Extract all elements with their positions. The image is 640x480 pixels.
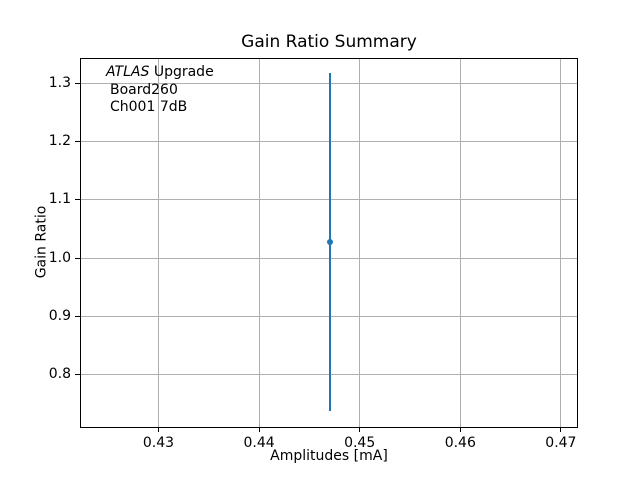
y-tick-mark [75,82,80,84]
y-tick-label: 1.3 [48,74,71,91]
x-tick-label: 0.47 [545,435,577,451]
x-axis-label: Amplitudes [mA] [270,448,388,464]
x-tick-label: 0.45 [344,435,376,451]
y-tick-mark [75,199,80,201]
y-tick-mark [75,315,80,317]
x-gridline [157,59,159,427]
x-gridline [459,59,461,427]
x-tick-label: 0.44 [243,435,275,451]
x-tick-label: 0.46 [444,435,476,451]
x-tick-mark [157,427,159,432]
y-tick-label: 0.9 [48,307,71,324]
data-point-marker [326,238,333,245]
annotation-line-2: Board260 [110,81,178,98]
y-tick-mark [75,374,80,376]
x-tick-mark [258,427,260,432]
x-gridline [560,59,562,427]
y-tick-label: 0.8 [48,366,71,383]
x-tick-mark [359,427,361,432]
annotation-line-3: Ch001 7dB [110,99,188,115]
x-tick-mark [459,427,461,432]
y-tick-label: 1.0 [48,249,71,266]
annotation-block: ATLAS Upgrade Board260 Ch001 7dB [106,64,214,117]
x-tick-mark [560,427,562,432]
annotation-experiment-suffix: Upgrade [149,64,214,80]
y-tick-label: 1.1 [48,191,71,208]
y-tick-label: 1.2 [48,133,71,150]
chart-title: Gain Ratio Summary [241,32,417,52]
annotation-experiment-name: ATLAS [106,64,150,80]
y-axis-label: Gain Ratio [33,205,50,279]
x-tick-label: 0.43 [142,435,175,451]
y-tick-mark [75,257,80,259]
plot-area: ATLAS Upgrade Board260 Ch001 7dB 0.43 0.4… [49,58,578,451]
y-tick-mark [75,141,80,143]
x-gridline [359,59,361,427]
x-gridline [258,59,260,427]
annotation-line-1: ATLAS Upgrade [106,64,214,82]
